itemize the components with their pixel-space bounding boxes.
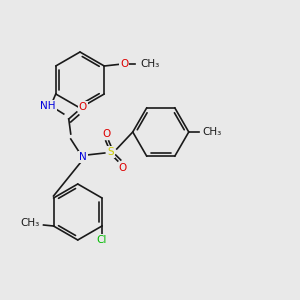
Text: S: S: [107, 147, 114, 157]
Text: O: O: [120, 59, 128, 69]
Text: CH₃: CH₃: [140, 59, 160, 69]
Text: N: N: [79, 152, 87, 162]
Text: NH: NH: [40, 101, 56, 111]
Text: Cl: Cl: [97, 235, 107, 245]
Text: CH₃: CH₃: [203, 127, 222, 137]
Text: CH₃: CH₃: [20, 218, 40, 228]
Text: O: O: [103, 129, 111, 139]
Text: O: O: [79, 102, 87, 112]
Text: O: O: [118, 163, 127, 173]
